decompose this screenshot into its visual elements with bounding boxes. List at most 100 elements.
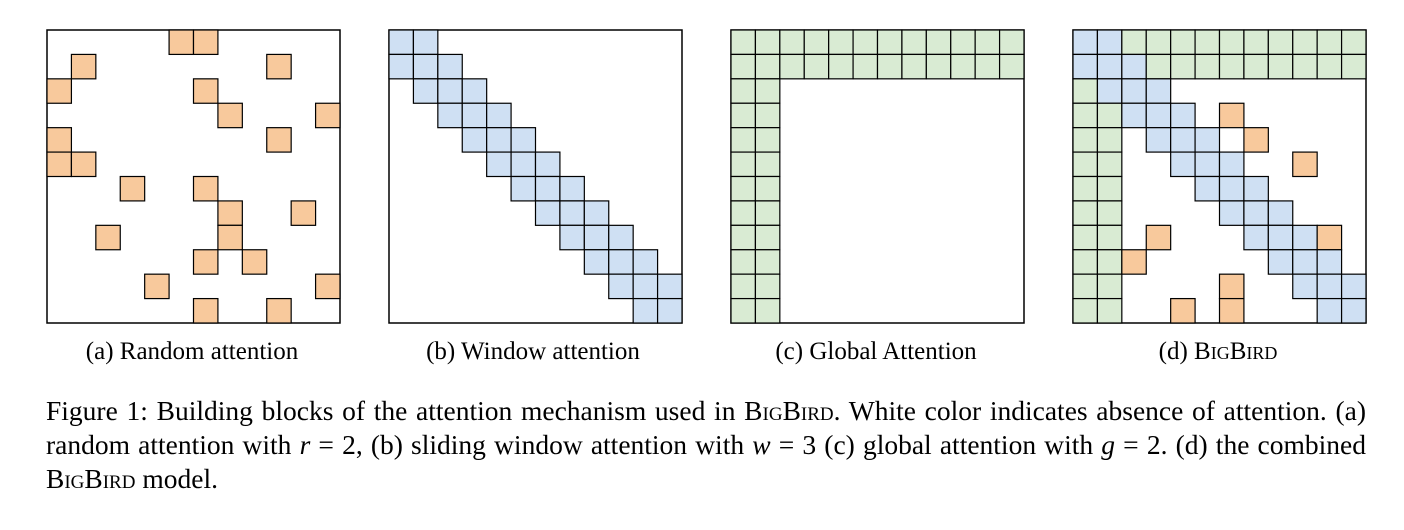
window-attention-panel (388, 29, 683, 324)
global-attention-cell (754, 151, 781, 178)
global-attention-cell (754, 175, 781, 202)
window-attention-cell (1096, 29, 1123, 56)
window-attention-cell (1194, 175, 1221, 202)
random-attention-cell (1218, 273, 1245, 300)
global-attention-cell (1072, 200, 1099, 226)
window-attention-cell (632, 297, 659, 324)
bigbird-label-prefix: (d) (1158, 338, 1195, 365)
global-attention-cell (730, 224, 757, 251)
global-attention-label: (c) Global Attention (775, 338, 977, 365)
global-attention-cell (803, 29, 830, 56)
global-attention-cell (1267, 29, 1294, 56)
random-attention-cell (290, 200, 317, 226)
random-attention-cell (46, 127, 73, 153)
global-attention-cell (1072, 175, 1099, 202)
global-attention-cell (730, 102, 757, 129)
window-attention-cell (1316, 273, 1343, 300)
global-attention-cell (1096, 224, 1123, 251)
global-attention-cell (1145, 53, 1172, 80)
global-attention-cell (1145, 29, 1172, 56)
window-attention-cell (1121, 102, 1147, 129)
global-attention-cell (876, 53, 903, 80)
global-attention-cell (754, 78, 781, 104)
caption-bigbird-1: BigBird (744, 395, 834, 426)
window-attention-cell (608, 224, 634, 251)
window-attention-cell (632, 273, 659, 300)
global-attention-cell (1194, 29, 1221, 56)
global-attention-cell (779, 53, 805, 80)
window-attention-cell (461, 78, 488, 104)
window-attention-cell (1218, 200, 1245, 226)
random-attention-cell (144, 273, 170, 300)
window-attention-cell (656, 297, 683, 324)
random-attention-cell (1170, 297, 1196, 324)
random-attention-panel (46, 29, 341, 324)
window-attention-cell (1243, 175, 1269, 202)
global-attention-cell (1096, 297, 1123, 324)
window-attention-cell (1316, 249, 1343, 275)
global-attention-cell (1096, 200, 1123, 226)
window-attention-cell (437, 78, 463, 104)
window-attention-cell (1267, 249, 1294, 275)
global-attention-cell (852, 29, 879, 56)
random-attention-cell (192, 249, 219, 275)
window-attention-cell (1096, 78, 1123, 104)
global-attention-cell (1170, 53, 1196, 80)
global-attention-cell (1096, 127, 1123, 153)
caption-text-4: = 3 (c) global attention with (770, 429, 1102, 460)
global-attention-cell (730, 29, 757, 56)
global-attention-grid (730, 29, 1025, 324)
global-attention-cell (1243, 29, 1269, 56)
window-attention-cell (1218, 151, 1245, 178)
random-attention-cell (1218, 102, 1245, 129)
random-attention-cell (95, 224, 121, 251)
window-attention-cell (486, 151, 512, 178)
window-attention-cell (534, 200, 561, 226)
window-attention-cell (1292, 224, 1318, 251)
global-attention-cell (998, 53, 1025, 80)
caption-var-w: w (752, 429, 771, 460)
bigbird-panel (1072, 29, 1367, 324)
global-attention-cell (730, 249, 757, 275)
random-attention-cell (168, 29, 195, 56)
random-attention-cell (217, 200, 243, 226)
window-attention-cell (510, 127, 537, 153)
window-attention-cell (437, 53, 463, 80)
global-attention-cell (1218, 53, 1245, 80)
global-attention-cell (1096, 151, 1123, 178)
random-attention-cell (192, 175, 219, 202)
global-attention-cell (730, 53, 757, 80)
global-attention-cell (1121, 29, 1147, 56)
global-attention-cell (730, 200, 757, 226)
global-attention-cell (1072, 273, 1099, 300)
window-attention-cell (388, 53, 415, 80)
global-attention-cell (754, 29, 781, 56)
bigbird-label-name: BigBird (1194, 338, 1278, 365)
global-attention-cell (754, 273, 781, 300)
window-attention-cell (1121, 78, 1147, 104)
window-attention-cell (461, 102, 488, 129)
window-attention-cell (534, 151, 561, 178)
window-attention-cell (1267, 200, 1294, 226)
global-attention-cell (974, 53, 1001, 80)
global-attention-cell (1072, 224, 1099, 251)
global-attention-cell (1316, 29, 1343, 56)
random-attention-cell (70, 53, 97, 80)
global-attention-cell (876, 29, 903, 56)
window-attention-cell (583, 224, 610, 251)
global-attention-cell (901, 53, 927, 80)
window-attention-cell (1267, 224, 1294, 251)
random-attention-cell (1243, 127, 1269, 153)
window-attention-cell (559, 175, 585, 202)
global-attention-cell (998, 29, 1025, 56)
global-attention-cell (1072, 249, 1099, 275)
window-attention-cell (1072, 29, 1099, 56)
global-attention-cell (754, 127, 781, 153)
random-attention-cell (314, 273, 341, 300)
global-attention-cell (1292, 53, 1318, 80)
window-attention-cell (1194, 127, 1221, 153)
random-attention-cell (46, 151, 73, 178)
global-attention-cell (828, 53, 854, 80)
window-attention-cell (1243, 224, 1269, 251)
window-attention-cell (608, 273, 634, 300)
